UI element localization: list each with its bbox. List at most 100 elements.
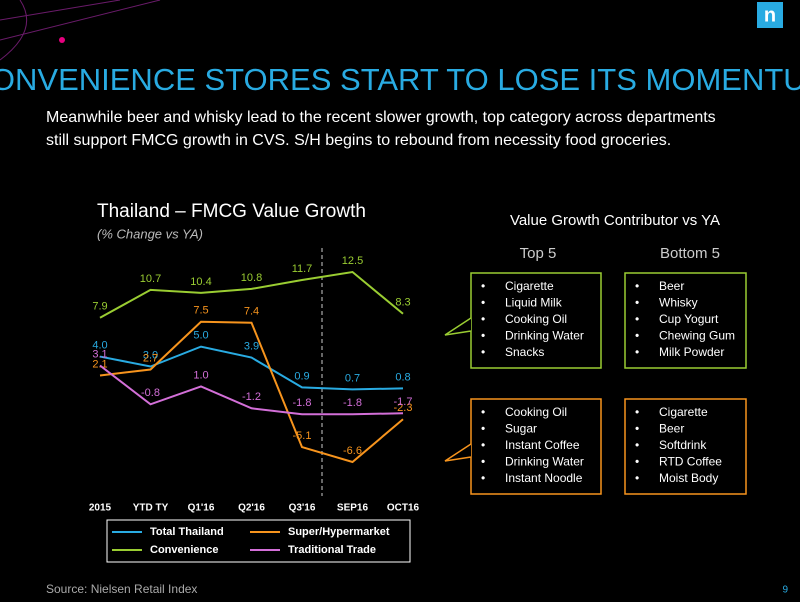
bullet: • [635, 438, 639, 452]
bullet: • [635, 471, 639, 485]
column-label: Top 5 [520, 245, 557, 262]
box-pointer [444, 317, 472, 336]
series-line [99, 364, 404, 416]
data-label: 4.0 [92, 339, 107, 351]
data-label: -1.8 [343, 397, 362, 409]
legend [106, 519, 411, 563]
bullet: • [481, 329, 485, 343]
data-label: -5.1 [293, 430, 312, 442]
series-line [99, 270, 404, 319]
contributor-item: Cooking Oil [505, 405, 567, 419]
data-label: 3.9 [244, 340, 259, 352]
x-tick-label: OCT16 [387, 503, 420, 514]
legend-label: Total Thailand [150, 526, 224, 538]
bullet: • [635, 279, 639, 293]
data-label: 3.1 [92, 348, 107, 360]
bullet: • [481, 296, 485, 310]
bullet: • [481, 279, 485, 293]
contributor-item: Liquid Milk [505, 296, 563, 310]
bullet: • [481, 312, 485, 326]
contributor-item: Cup Yogurt [659, 312, 719, 326]
bullet: • [635, 455, 639, 469]
bullet: • [481, 438, 485, 452]
contributor-box [624, 398, 747, 495]
decoration [0, 0, 161, 61]
data-label: 7.5 [193, 305, 208, 317]
data-label: 3.0 [143, 349, 158, 361]
bullet: • [481, 455, 485, 469]
data-label: 1.0 [193, 369, 208, 381]
data-label: 10.4 [190, 276, 211, 288]
contributor-item: Milk Powder [659, 345, 724, 359]
logo-text: n [764, 4, 776, 26]
contributor-item: Whisky [659, 296, 698, 310]
slide-title: CONVENIENCE STORES START TO LOSE ITS MOM… [0, 62, 800, 97]
legend-label: Traditional Trade [288, 544, 376, 556]
data-label: 10.7 [140, 273, 161, 285]
contributor-item: Snacks [505, 345, 544, 359]
bullet: • [481, 422, 485, 436]
data-label: 0.7 [345, 372, 360, 384]
bullet: • [481, 471, 485, 485]
data-label: 11.7 [292, 263, 313, 275]
bullet: • [635, 312, 639, 326]
x-tick-label: Q1'16 [188, 503, 215, 514]
contributor-item: Drinking Water [505, 329, 584, 343]
data-label: 12.5 [342, 255, 363, 267]
contributor-item: Chewing Gum [659, 329, 735, 343]
contributor-item: Sugar [505, 422, 537, 436]
x-tick-label: Q2'16 [238, 503, 265, 514]
data-label: -1.8 [293, 397, 312, 409]
series-line [99, 345, 404, 391]
data-label: -1.2 [242, 391, 261, 403]
contributor-box [624, 272, 747, 369]
logo [757, 2, 783, 28]
data-label: 0.9 [294, 370, 309, 382]
bullet: • [481, 405, 485, 419]
legend-label: Convenience [150, 544, 218, 556]
contributor-item: Instant Noodle [505, 471, 583, 485]
bullet: • [635, 329, 639, 343]
contributor-item: Drinking Water [505, 455, 584, 469]
column-label: Bottom 5 [660, 245, 720, 262]
contributor-item: Softdrink [659, 438, 707, 452]
data-label: 0.8 [395, 371, 410, 383]
contributor-item: Instant Coffee [505, 438, 580, 452]
page-number: 9 [782, 585, 788, 596]
x-tick-label: SEP16 [337, 503, 369, 514]
bullet: • [635, 405, 639, 419]
contributor-item: Moist Body [659, 471, 718, 485]
source: Source: Nielsen Retail Index [46, 582, 197, 596]
bullet: • [635, 296, 639, 310]
chart-title: Thailand – FMCG Value Growth [97, 201, 366, 222]
series-line [99, 320, 404, 464]
contributor-item: Cooking Oil [505, 312, 567, 326]
data-label: 8.3 [395, 297, 410, 309]
chart-subtitle: (% Change vs YA) [97, 226, 203, 241]
bullet: • [635, 422, 639, 436]
contributor-item: Cigarette [659, 405, 708, 419]
slide-subtitle: still support FMCG growth in CVS. S/H be… [46, 132, 671, 149]
x-tick-label: YTD TY [133, 503, 169, 514]
bullet: • [635, 345, 639, 359]
data-label: -6.6 [343, 445, 362, 457]
contributor-item: Cigarette [505, 279, 554, 293]
bullet: • [481, 345, 485, 359]
data-label: 10.8 [241, 272, 262, 284]
box-pointer [444, 443, 472, 462]
contributor-item: Beer [659, 422, 684, 436]
slide-subtitle: Meanwhile beer and whisky lead to the re… [46, 109, 716, 126]
contributor-item: RTD Coffee [659, 455, 722, 469]
contributors-title: Value Growth Contributor vs YA [510, 212, 720, 229]
data-label: -1.7 [394, 396, 413, 408]
x-tick-label: 2015 [89, 503, 112, 514]
legend-label: Super/Hypermarket [288, 526, 390, 538]
data-label: 7.9 [92, 301, 107, 313]
decoration-dot [59, 37, 65, 43]
data-label: -0.8 [141, 387, 160, 399]
x-tick-label: Q3'16 [289, 503, 316, 514]
data-label: 2.7 [143, 352, 158, 364]
data-label: -2.3 [394, 402, 413, 414]
